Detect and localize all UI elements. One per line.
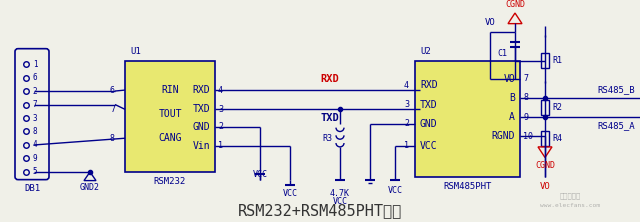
Text: 2: 2: [33, 87, 37, 95]
Text: RGND: RGND: [492, 131, 515, 141]
Text: 1: 1: [218, 141, 223, 151]
Text: TXD: TXD: [193, 104, 210, 114]
Text: RXD: RXD: [321, 74, 339, 84]
Text: VO: VO: [484, 18, 495, 28]
Text: 4: 4: [218, 85, 223, 95]
Text: 9: 9: [33, 154, 37, 163]
Text: Vin: Vin: [193, 141, 210, 151]
Text: 7: 7: [523, 74, 528, 83]
Bar: [541, 100, 549, 115]
Text: CGND: CGND: [535, 161, 555, 170]
Text: 3: 3: [404, 100, 409, 109]
Text: 8: 8: [33, 127, 37, 136]
Text: RIN: RIN: [161, 85, 179, 95]
Text: 7: 7: [110, 105, 115, 114]
Text: C1: C1: [497, 49, 507, 58]
Text: RXD: RXD: [420, 80, 438, 90]
Bar: [415, 61, 520, 177]
Bar: [541, 53, 549, 68]
Text: www.elecfans.com: www.elecfans.com: [540, 203, 600, 208]
Text: R2: R2: [552, 103, 562, 112]
Text: GND: GND: [193, 122, 210, 132]
Text: R3: R3: [322, 134, 332, 143]
Text: R4: R4: [552, 134, 562, 143]
Text: 10: 10: [523, 132, 533, 141]
Text: CANG: CANG: [158, 133, 182, 143]
Text: 4: 4: [404, 81, 409, 90]
Text: DB1: DB1: [24, 184, 40, 193]
Text: VO: VO: [503, 73, 515, 83]
Text: 3: 3: [218, 105, 223, 114]
Text: 1: 1: [33, 59, 37, 69]
Text: RSM232: RSM232: [154, 177, 186, 186]
Text: RSM232+RSM485PHT方案: RSM232+RSM485PHT方案: [238, 203, 402, 218]
Text: TOUT: TOUT: [158, 109, 182, 119]
Text: TXD: TXD: [321, 113, 339, 123]
Text: RXD: RXD: [193, 85, 210, 95]
Text: 1: 1: [404, 141, 409, 151]
Bar: [125, 61, 215, 172]
Text: 4: 4: [33, 141, 37, 149]
Text: R1: R1: [552, 56, 562, 65]
Text: 6: 6: [110, 85, 115, 95]
Text: GND2: GND2: [80, 183, 100, 192]
Text: 2: 2: [404, 119, 409, 128]
Text: 5: 5: [33, 167, 37, 176]
Text: VO: VO: [540, 182, 550, 190]
Bar: [541, 131, 549, 146]
Text: VCC: VCC: [253, 170, 268, 179]
Text: A: A: [509, 112, 515, 122]
Text: VCC: VCC: [333, 197, 348, 206]
Text: B: B: [509, 93, 515, 103]
Text: 2: 2: [218, 122, 223, 131]
Text: 8: 8: [523, 93, 528, 102]
Text: VCC: VCC: [387, 186, 403, 195]
Text: VCC: VCC: [282, 189, 298, 198]
Text: 3: 3: [33, 113, 37, 123]
Text: 4.7K: 4.7K: [330, 189, 350, 198]
Text: 6: 6: [33, 73, 37, 82]
Text: 7: 7: [33, 100, 37, 109]
Text: GND: GND: [420, 119, 438, 129]
Text: VCC: VCC: [420, 141, 438, 151]
Text: 8: 8: [110, 134, 115, 143]
Text: U2: U2: [420, 47, 431, 56]
Text: RS485_A: RS485_A: [597, 121, 635, 130]
Text: TXD: TXD: [420, 99, 438, 109]
Text: CGND: CGND: [505, 0, 525, 9]
Text: RS485_B: RS485_B: [597, 85, 635, 94]
Text: RSM485PHT: RSM485PHT: [444, 182, 492, 190]
Text: 9: 9: [523, 113, 528, 121]
Text: 电子发烧友: 电子发烧友: [559, 193, 580, 199]
Text: U1: U1: [130, 47, 141, 56]
